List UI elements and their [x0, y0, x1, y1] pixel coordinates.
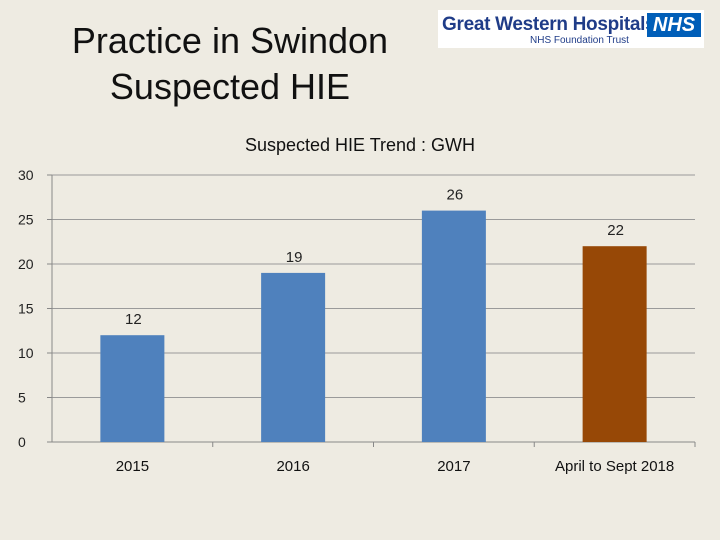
- logo-subtitle: NHS Foundation Trust: [530, 35, 629, 46]
- y-tick-label: 5: [18, 390, 26, 406]
- y-tick-label: 20: [18, 256, 34, 272]
- x-category-label: 2015: [116, 458, 149, 475]
- bar: [261, 272, 326, 442]
- data-label: 12: [125, 311, 142, 328]
- trust-logo: Great Western Hospitals NHS Foundation T…: [438, 10, 704, 48]
- slide-title: Practice in Swindon Suspected HIE: [40, 18, 420, 110]
- slide-title-line-2: Suspected HIE: [109, 66, 351, 107]
- y-tick-label: 30: [18, 167, 34, 183]
- bar: [582, 246, 647, 442]
- x-category-label: 2016: [276, 458, 309, 475]
- y-tick-label: 0: [18, 434, 26, 450]
- chart-title: Suspected HIE Trend : GWH: [244, 135, 476, 155]
- nhs-badge: NHS: [647, 13, 701, 37]
- x-category-label: 2017: [437, 458, 470, 475]
- slide-title-line-1: Practice in Swindon: [71, 20, 389, 61]
- x-category-label: April to Sept 2018: [555, 458, 674, 475]
- y-tick-label: 10: [18, 345, 34, 361]
- data-label: 22: [607, 222, 624, 239]
- logo-name: Great Western Hospitals: [442, 14, 656, 35]
- data-label: 26: [447, 187, 464, 204]
- y-tick-label: 15: [18, 301, 34, 317]
- y-tick-label: 25: [18, 212, 34, 228]
- data-label: 19: [286, 249, 303, 266]
- bar: [100, 335, 165, 442]
- bar: [421, 210, 486, 442]
